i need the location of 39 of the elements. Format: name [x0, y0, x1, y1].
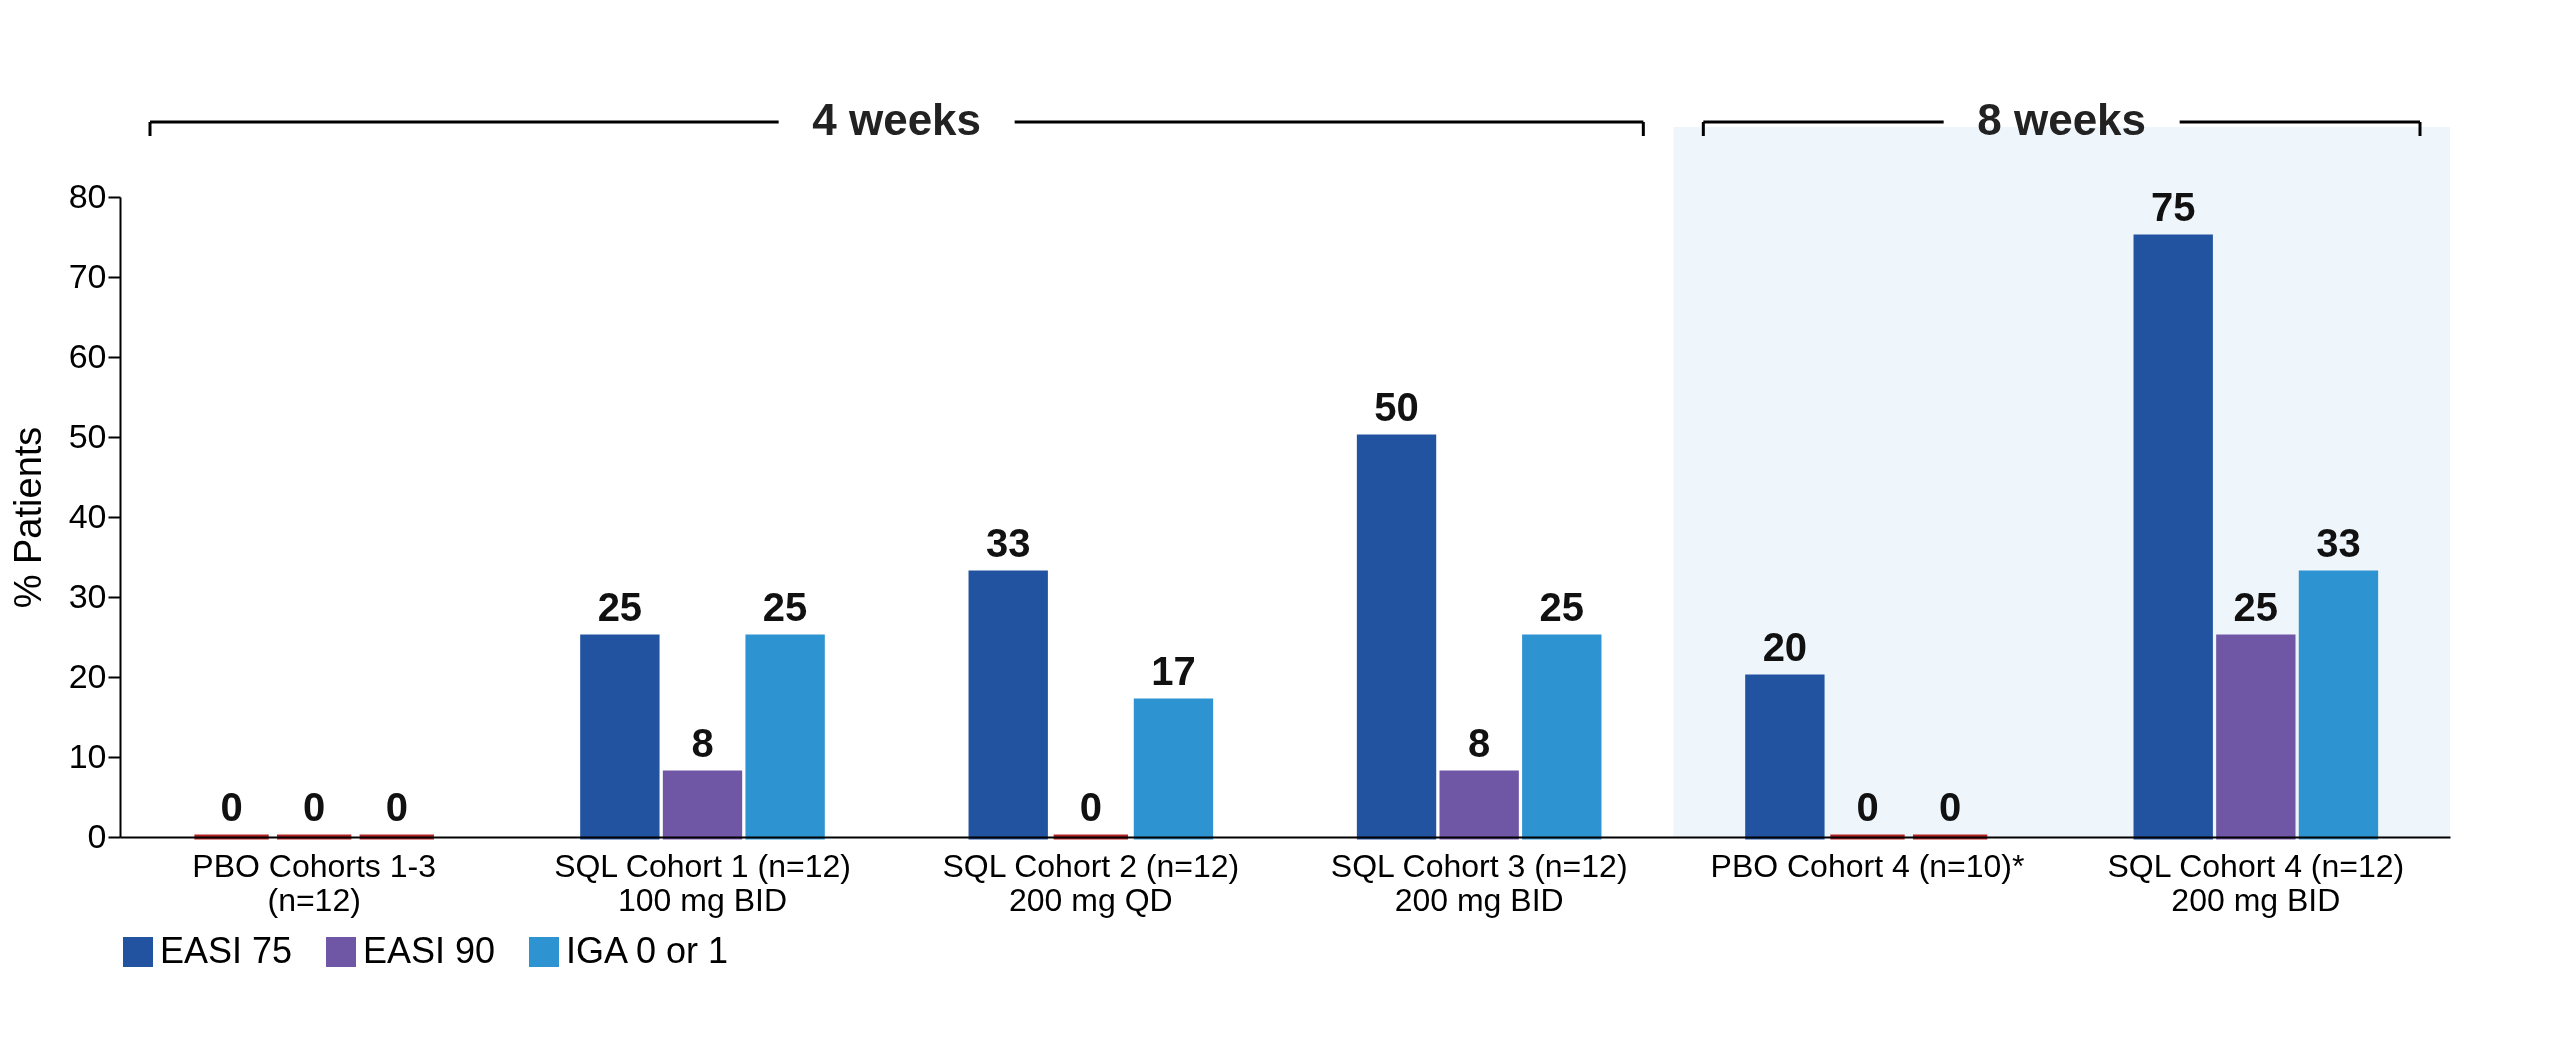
data-label: 50: [1374, 385, 1419, 429]
y-tick-label: 60: [68, 336, 107, 375]
legend-label: IGA 0 or 1: [566, 930, 729, 971]
data-label: 25: [597, 585, 643, 629]
data-label: 33: [2316, 521, 2361, 565]
data-label: 0: [1079, 785, 1102, 829]
data-label: 0: [1856, 785, 1879, 829]
y-tick-label: 50: [68, 416, 107, 455]
y-tick-label: 0: [87, 816, 107, 855]
y-tick-label: 10: [68, 736, 107, 775]
y-tick-label: 40: [68, 496, 107, 535]
data-label: 20: [1762, 625, 1808, 669]
data-label: 25: [762, 585, 808, 629]
legend-label: EASI 75: [160, 930, 293, 971]
data-label: 8: [691, 721, 714, 765]
y-tick-label: 80: [68, 176, 107, 215]
y-tick-label: 70: [68, 256, 107, 295]
text: 4 weeks: [812, 95, 982, 144]
y-axis-title: % Patients: [6, 426, 49, 609]
data-label: 0: [220, 785, 243, 829]
x-tick-label: PBO Cohorts 1-3 (n=12): [192, 847, 436, 918]
x-tick-label: SQL Cohort 1 (n=12) 100 mg BID: [554, 847, 851, 918]
data-label: 33: [985, 521, 1031, 565]
x-tick-label: SQL Cohort 4 (n=12) 200 mg BID: [2107, 847, 2405, 918]
data-label: 0: [385, 785, 408, 829]
data-label: 17: [1151, 649, 1196, 693]
x-tick-label: SQL Cohort 3 (n=12) 200 mg BID: [1330, 847, 1628, 918]
x-tick-label: SQL Cohort 2 (n=12) 200 mg QD: [942, 847, 1240, 918]
legend-label: EASI 90: [363, 930, 496, 971]
data-label: 25: [1539, 585, 1585, 629]
y-tick-label: 30: [68, 576, 107, 615]
data-label: 8: [1468, 721, 1491, 765]
x-tick-label: PBO Cohort 4 (n=10)*: [1710, 847, 2025, 884]
data-label: 75: [2150, 185, 2196, 229]
band-label: 8 weeks: [1977, 95, 2147, 144]
data-label: 0: [1939, 785, 1962, 829]
data-label: 25: [2233, 585, 2279, 629]
y-tick-label: 20: [68, 656, 107, 695]
data-label: 0: [303, 785, 326, 829]
